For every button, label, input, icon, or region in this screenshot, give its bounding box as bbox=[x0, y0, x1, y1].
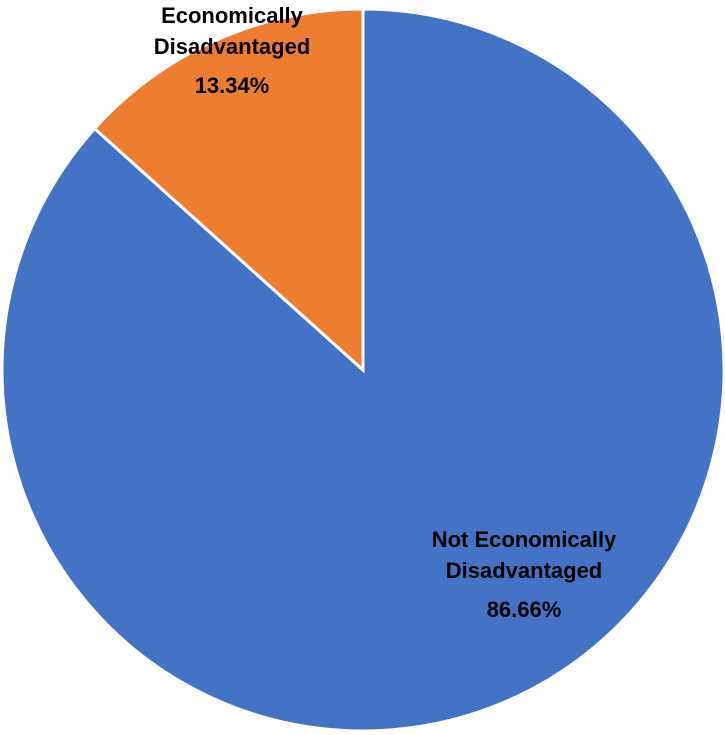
data-label-1: Economically Disadvantaged 13.34% bbox=[154, 3, 311, 98]
slices-layer bbox=[0, 7, 725, 733]
labels-layer: Not Economically Disadvantaged 86.66% Econo… bbox=[154, 3, 617, 622]
data-label-category-line: Not Economically bbox=[432, 527, 617, 552]
data-label-value: 86.66% bbox=[487, 597, 562, 622]
data-label-category-line: Economically bbox=[161, 3, 304, 28]
data-label-category-line: Disadvantaged bbox=[154, 34, 311, 59]
data-label-0: Not Economically Disadvantaged 86.66% bbox=[432, 527, 617, 622]
data-label-value: 13.34% bbox=[195, 73, 270, 98]
pie-slice-1 bbox=[92, 7, 365, 374]
data-label-category-line: Disadvantaged bbox=[446, 558, 603, 583]
